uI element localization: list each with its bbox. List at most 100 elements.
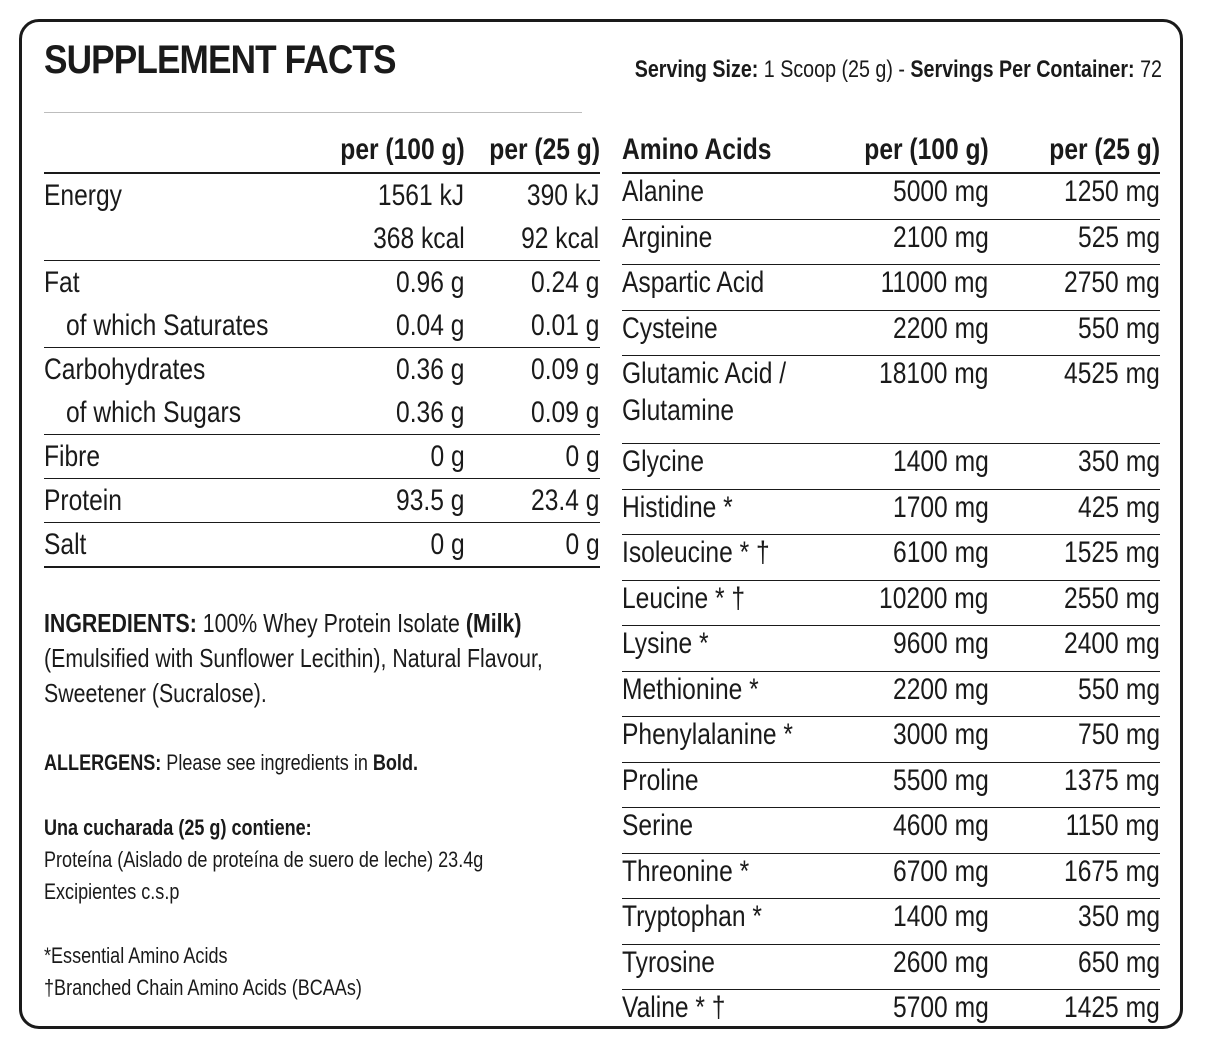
table-row: Histidine * 1700 mg 425 mg — [622, 488, 1160, 535]
table-row: 368 kcal 92 kcal — [44, 217, 600, 261]
table-row: Protein 93.5 g 23.4 g — [44, 478, 600, 523]
energy-label: Energy — [44, 178, 122, 212]
salt-per100: 0 g — [430, 527, 465, 561]
amino-per25: 2750 mg — [1064, 266, 1160, 299]
amino-per25: 1425 mg — [1064, 991, 1160, 1024]
table-row: Proline 5500 mg 1375 mg — [622, 761, 1160, 808]
table-row: Leucine * † 10200 mg 2550 mg — [622, 579, 1160, 626]
serving-dash: - — [898, 56, 905, 83]
ingredients-line2: (Emulsified with Sunflower Lecithin), Na… — [44, 643, 543, 673]
amino-per100: 2600 mg — [892, 945, 989, 979]
amino-per100: 2200 mg — [892, 311, 989, 345]
amino-per25: 425 mg — [1077, 490, 1160, 524]
nutrition-header-label — [44, 128, 313, 174]
saturates-label: of which Saturates — [66, 308, 269, 342]
amino-per25: 525 mg — [1077, 220, 1160, 254]
table-row: of which Sugars 0.36 g 0.09 g — [44, 391, 600, 435]
carbohydrates-label: Carbohydrates — [44, 352, 206, 386]
protein-per100: 93.5 g — [396, 483, 465, 517]
nutrition-header-per25: per (25 g) — [464, 128, 600, 174]
amino-per25: 4525 mg — [1064, 357, 1160, 390]
carbohydrates-per100: 0.36 g — [396, 352, 465, 386]
table-row: Glutamic Acid / Glutamine 18100 mg 4525 mg — [622, 355, 1160, 444]
saturates-per25: 0.01 g — [531, 308, 600, 342]
amino-per100: 1700 mg — [892, 490, 989, 524]
fat-per100: 0.96 g — [396, 265, 465, 299]
ingredients-line3: Sweetener (Sucralose). — [44, 678, 267, 708]
fat-label: Fat — [44, 265, 80, 299]
fibre-label: Fibre — [44, 439, 101, 473]
ingredients-text: 100% Whey Protein Isolate — [202, 608, 460, 638]
amino-per100: 6700 mg — [892, 854, 989, 888]
amino-per100: 2100 mg — [892, 220, 989, 254]
amino-per100: 11000 mg — [880, 266, 989, 299]
table-row: Phenylalanine * 3000 mg 750 mg — [622, 716, 1160, 762]
table-row: Tryptophan * 1400 mg 350 mg — [622, 898, 1160, 944]
amino-acids-table: Amino Acids per (100 g) per (25 g) Alani… — [622, 128, 1160, 1035]
amino-name: Phenylalanine * — [622, 718, 793, 751]
energy-per100-kcal: 368 kcal — [372, 221, 465, 255]
nutrition-header-per100: per (100 g) — [312, 128, 465, 174]
saturates-per100: 0.04 g — [396, 308, 465, 342]
spanish-heading: Una cucharada (25 g) contiene: — [44, 815, 312, 840]
amino-name: Lysine * — [622, 627, 709, 660]
amino-per25: 1525 mg — [1064, 536, 1160, 569]
table-row: Fat 0.96 g 0.24 g — [44, 260, 600, 304]
table-row: Cysteine 2200 mg 550 mg — [622, 309, 1160, 356]
allergens-note: ALLERGENS: Please see ingredients in Bol… — [44, 750, 500, 776]
energy-per25-kj: 390 kJ — [527, 178, 600, 212]
table-row: Salt 0 g 0 g — [44, 522, 600, 568]
label-border — [19, 19, 1183, 1029]
ingredients-label: INGREDIENTS: — [44, 608, 197, 638]
salt-label: Salt — [44, 527, 87, 561]
amino-per100: 5700 mg — [892, 991, 989, 1024]
amino-per100: 10200 mg — [879, 581, 989, 615]
protein-label: Protein — [44, 483, 122, 517]
table-row: Carbohydrates 0.36 g 0.09 g — [44, 347, 600, 391]
amino-per100: 4600 mg — [892, 809, 989, 842]
footnote-bcaa: †Branched Chain Amino Acids (BCAAs) — [44, 975, 362, 1000]
amino-name: Cysteine — [622, 311, 718, 345]
amino-name: Glutamic Acid / — [622, 357, 787, 390]
table-row: Threonine * 6700 mg 1675 mg — [622, 852, 1160, 899]
amino-per25: 350 mg — [1077, 900, 1160, 933]
page-title: SUPPLEMENT FACTS — [44, 38, 397, 82]
servings-per-container-value: 72 — [1140, 56, 1162, 83]
table-row: Energy 1561 kJ 390 kJ — [44, 173, 600, 217]
amino-per100: 6100 mg — [892, 536, 989, 569]
amino-name: Glycine — [622, 445, 705, 478]
energy-per25-kcal: 92 kcal — [521, 221, 600, 255]
table-row: Methionine * 2200 mg 550 mg — [622, 670, 1160, 717]
amino-per100: 18100 mg — [879, 357, 989, 390]
amino-name: Aspartic Acid — [622, 266, 765, 299]
amino-header-per100: per (100 g) — [836, 128, 989, 174]
table-row: Isoleucine * † 6100 mg 1525 mg — [622, 534, 1160, 580]
amino-per25: 1150 mg — [1066, 809, 1160, 842]
table-row: Tyrosine 2600 mg 650 mg — [622, 943, 1160, 990]
amino-name: Tyrosine — [622, 945, 715, 979]
table-row: Lysine * 9600 mg 2400 mg — [622, 625, 1160, 671]
amino-per25: 550 mg — [1077, 311, 1160, 345]
allergens-text: Please see ingredients in — [166, 750, 368, 775]
table-row: Arginine 2100 mg 525 mg — [622, 218, 1160, 265]
serving-size-value: 1 Scoop (25 g) — [763, 56, 893, 83]
fibre-per100: 0 g — [430, 439, 465, 473]
amino-per25: 2550 mg — [1064, 581, 1160, 615]
amino-per100: 5000 mg — [892, 175, 989, 208]
salt-per25: 0 g — [565, 527, 600, 561]
protein-per25: 23.4 g — [531, 483, 600, 517]
amino-name: Tryptophan * — [622, 900, 762, 933]
spanish-info: Una cucharada (25 g) contiene: Proteína … — [44, 812, 580, 908]
amino-per25: 650 mg — [1077, 945, 1160, 979]
spanish-line2: Excipientes c.s.p — [44, 879, 180, 904]
footnote-essential: *Essential Amino Acids — [44, 943, 228, 968]
amino-name: Arginine — [622, 220, 713, 254]
amino-per100: 1400 mg — [892, 900, 989, 933]
servings-per-container-label: Servings Per Container: — [910, 56, 1135, 83]
amino-per100: 1400 mg — [892, 445, 989, 478]
allergens-label: ALLERGENS: — [44, 750, 162, 775]
table-row: Valine * † 5700 mg 1425 mg — [622, 989, 1160, 1035]
amino-name: Histidine * — [622, 490, 733, 524]
amino-name: Alanine — [622, 175, 705, 208]
fat-per25: 0.24 g — [531, 265, 600, 299]
